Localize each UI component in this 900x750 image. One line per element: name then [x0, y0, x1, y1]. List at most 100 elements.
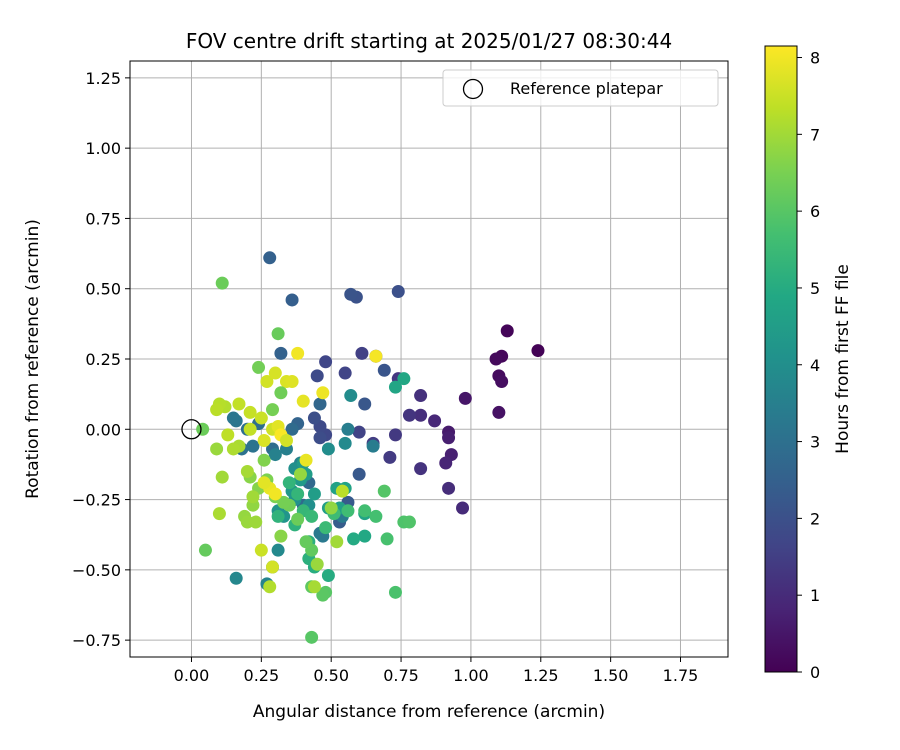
data-point	[341, 504, 355, 518]
y-tick-label: 1.00	[85, 139, 121, 158]
colorbar-ticks: 0 1 2 3 4 5 6 7 8	[797, 49, 820, 682]
data-point	[344, 287, 358, 301]
x-axis-ticks: 0.00 0.25 0.50 0.75 1.00 1.25 1.50 1.75	[174, 657, 699, 685]
data-point	[377, 363, 391, 377]
data-point	[266, 560, 280, 574]
data-point	[321, 568, 335, 582]
data-point	[299, 535, 313, 549]
data-point	[414, 408, 428, 422]
data-point	[321, 442, 335, 456]
colorbar-tick-label: 8	[810, 49, 820, 68]
data-point	[305, 509, 319, 523]
y-tick-label: 0.75	[85, 209, 121, 228]
data-point	[266, 403, 280, 417]
data-point	[243, 422, 257, 436]
data-point	[274, 386, 288, 400]
data-point	[377, 484, 391, 498]
data-point	[324, 501, 338, 515]
data-point	[316, 588, 330, 602]
data-point	[442, 431, 456, 445]
data-point	[500, 324, 514, 338]
colorbar-tick-label: 0	[810, 663, 820, 682]
data-point	[274, 529, 288, 543]
colorbar-tick-label: 5	[810, 279, 820, 298]
data-point	[285, 422, 299, 436]
data-points	[196, 251, 545, 644]
legend-open-circle-icon	[462, 78, 484, 100]
data-point	[428, 414, 442, 428]
data-point	[347, 532, 361, 546]
data-point	[210, 403, 224, 417]
legend-entry-label: Reference platepar	[510, 79, 663, 98]
data-point	[210, 442, 224, 456]
data-point	[388, 428, 402, 442]
data-point	[212, 507, 226, 521]
data-point	[369, 349, 383, 363]
data-point	[307, 411, 321, 425]
data-point	[310, 369, 324, 383]
data-point	[458, 391, 472, 405]
data-point	[226, 411, 240, 425]
data-point	[254, 543, 268, 557]
data-point	[263, 580, 277, 594]
data-point	[358, 397, 372, 411]
data-point	[489, 352, 503, 366]
data-point	[338, 366, 352, 380]
data-point	[291, 512, 305, 526]
x-axis-label: Angular distance from reference (arcmin)	[253, 702, 605, 722]
data-point	[291, 487, 305, 501]
data-point	[397, 372, 411, 386]
colorbar-tick-label: 2	[810, 509, 820, 528]
data-point	[319, 355, 333, 369]
data-point	[260, 374, 274, 388]
data-point	[226, 442, 240, 456]
data-point	[414, 462, 428, 476]
data-point	[402, 408, 416, 422]
reference-platepar-marker	[181, 419, 202, 440]
data-point	[307, 580, 321, 594]
data-point	[369, 509, 383, 523]
data-point	[271, 543, 285, 557]
data-point	[196, 422, 210, 436]
data-point	[307, 487, 321, 501]
data-point	[257, 434, 271, 448]
data-point	[352, 467, 366, 481]
data-point	[531, 344, 545, 358]
data-point	[279, 434, 293, 448]
y-axis-ticks: −0.75 −0.50 −0.25 0.00 0.25 0.50 0.75 1.00 1.25	[72, 69, 130, 650]
data-point	[414, 389, 428, 403]
colorbar-label: Hours from first FF file	[833, 264, 853, 454]
colorbar: 0 1 2 3 4 5 6 7 8 Hours from first FF file	[764, 45, 853, 682]
data-point	[271, 509, 285, 523]
y-tick-label: 0.50	[85, 280, 121, 299]
y-tick-label: 0.00	[85, 420, 121, 439]
data-point	[274, 346, 288, 360]
data-point	[254, 411, 268, 425]
data-point	[388, 585, 402, 599]
x-tick-label: 1.50	[593, 666, 629, 685]
x-tick-label: 1.75	[663, 666, 699, 685]
colorbar-tick-label: 1	[810, 586, 820, 605]
data-point	[391, 285, 405, 299]
data-point	[285, 293, 299, 307]
data-point	[319, 521, 333, 535]
x-tick-label: 0.25	[244, 666, 280, 685]
data-point	[352, 425, 366, 439]
data-point	[456, 501, 470, 515]
data-point	[232, 397, 246, 411]
data-point	[355, 346, 369, 360]
data-point	[229, 571, 243, 585]
x-tick-label: 1.25	[523, 666, 559, 685]
data-point	[249, 515, 263, 529]
x-tick-label: 0.00	[174, 666, 210, 685]
data-point	[299, 453, 313, 467]
data-point	[402, 515, 416, 529]
data-point	[257, 476, 271, 490]
data-point	[293, 467, 307, 481]
data-point	[313, 397, 327, 411]
data-point	[263, 251, 277, 265]
data-point	[344, 389, 358, 403]
data-point	[380, 532, 394, 546]
data-point	[252, 360, 266, 374]
